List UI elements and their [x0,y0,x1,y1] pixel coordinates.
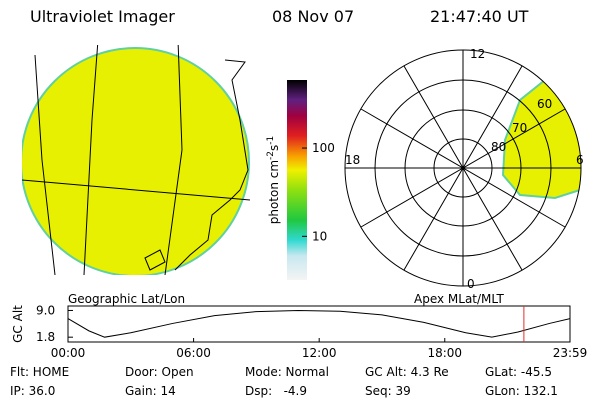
geo-image [22,45,250,275]
polar-plot [344,49,582,287]
polar-label: 6 [576,153,584,167]
colorbar-tick-label: 10 [312,229,327,243]
polar-label: 80 [491,140,506,154]
polar-label: 70 [512,121,527,135]
polar-label: 60 [537,97,552,111]
polar-label: 0 [467,277,475,291]
alt-ylabel: GC Alt [11,305,25,343]
title: Ultraviolet Imager [30,7,175,26]
colorbar [287,80,307,280]
x-tick-label: 00:00 [51,346,86,360]
y-tick-label: 1.8 [36,330,55,344]
status-field: Mode: Normal [245,365,329,379]
x-tick-label: 23:59 [553,346,588,360]
altitude-curve [67,309,571,338]
status-field: IP: 36.0 [10,384,55,398]
x-tick-label: 06:00 [176,346,211,360]
geo-label: Geographic Lat/Lon [68,292,185,306]
status-field: Flt: HOME [10,365,69,379]
status-field: Dsp: -4.9 [245,384,307,398]
x-tick-label: 18:00 [427,346,462,360]
polar-label: 18 [345,153,360,167]
status-field: Door: Open [125,365,194,379]
status-field: GC Alt: 4.3 Re [365,365,449,379]
status-field: Seq: 39 [365,384,411,398]
status-field: GLat: -45.5 [485,365,552,379]
apex-label: Apex MLat/MLT [414,292,504,306]
date: 08 Nov 07 [272,7,354,26]
colorbar-tick-label: 100 [312,141,335,155]
polar-label: 12 [470,47,485,61]
x-tick-label: 12:00 [302,346,337,360]
colorbar-label: photon cm-2s-1 [266,136,281,225]
time: 21:47:40 UT [430,7,529,26]
status-field: Gain: 14 [125,384,176,398]
y-tick-label: 9.0 [36,303,55,317]
status-field: GLon: 132.1 [485,384,558,398]
